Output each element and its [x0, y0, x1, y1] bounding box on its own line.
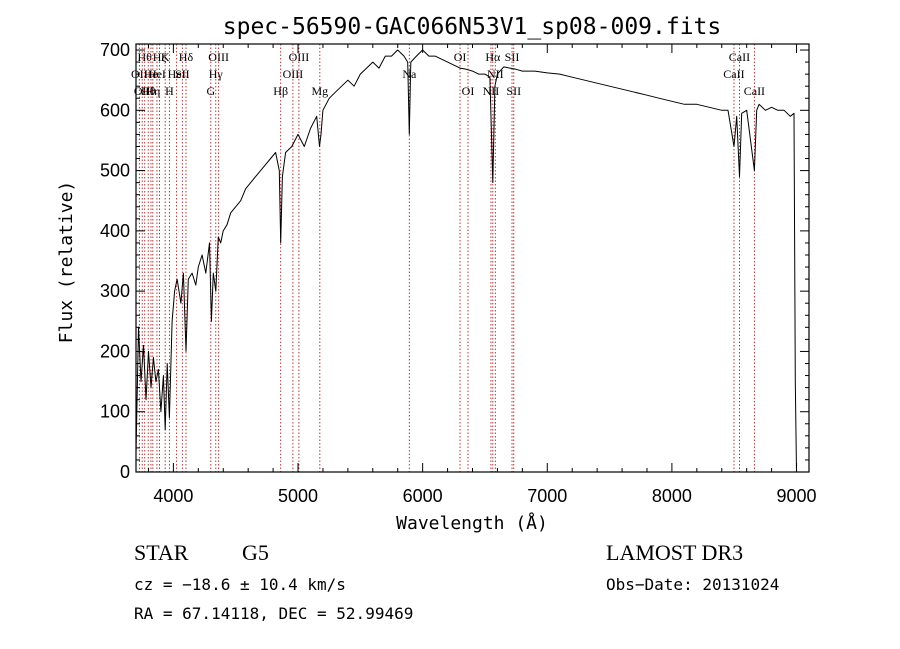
- sky-coordinates: RA = 67.14118, DEC = 52.99469: [134, 604, 414, 623]
- x-tick-label: 4000: [153, 486, 193, 506]
- x-tick-label: 7000: [527, 486, 567, 506]
- plot-frame: [135, 43, 810, 473]
- line-markers: OIIOIIHθHθHeHηHeIHζKHHeISIIHδGHγOIIIHβOI…: [131, 44, 765, 472]
- line-marker-label-21: OI: [454, 50, 467, 64]
- x-axis-label: Wavelength (Å): [396, 512, 548, 534]
- spectrum-chart: spec-56590-GAC066N53V1_sp08-009.fits OII…: [56, 14, 817, 534]
- line-marker-label-1: OII: [134, 84, 151, 98]
- survey-name: LAMOST DR3: [606, 540, 744, 565]
- y-tick-label: 100: [100, 402, 130, 422]
- line-marker-label-6: HeI: [148, 67, 166, 81]
- x-tick-label: 5000: [278, 486, 318, 506]
- line-marker-label-7: Hζ: [153, 50, 167, 64]
- line-marker-label-14: Hγ: [209, 67, 224, 81]
- chart-title: spec-56590-GAC066N53V1_sp08-009.fits: [223, 14, 722, 40]
- line-marker-label-23: NII: [483, 84, 500, 98]
- redshift-readout: cz = −18.6 ± 10.4 km/s: [134, 575, 346, 594]
- x-tick-label: 8000: [652, 486, 692, 506]
- line-marker-label-11: SII: [175, 67, 190, 81]
- line-marker-label-25: NII: [487, 67, 504, 81]
- line-marker-label-17: OIII: [283, 67, 304, 81]
- line-marker-label-29: CaII: [729, 50, 750, 64]
- y-tick-label: 400: [100, 221, 130, 241]
- object-class: STAR: [134, 540, 189, 565]
- spectrum-line: [135, 49, 797, 473]
- line-marker-label-4: He: [144, 67, 158, 81]
- observation-date: Obs−Date: 20131024: [606, 575, 780, 594]
- y-tick-label: 700: [100, 40, 130, 60]
- line-marker-label-18: OIII: [289, 50, 310, 64]
- object-subclass: G5: [242, 540, 269, 565]
- line-marker-label-5: Hη: [145, 84, 160, 98]
- x-tick-label: 6000: [403, 486, 443, 506]
- line-marker-label-22: OI: [462, 84, 475, 98]
- spectrum-trace-group: [135, 49, 797, 473]
- line-marker-label-19: Mg: [311, 84, 328, 98]
- y-axis: 0 100 200 300 400 500 600 700: [100, 40, 809, 482]
- line-marker-label-10: HeI: [168, 67, 186, 81]
- y-tick-label: 200: [100, 341, 130, 361]
- y-tick-label: 300: [100, 281, 130, 301]
- x-axis: 4000 5000 6000 7000 8000 9000: [147, 44, 817, 506]
- line-marker-label-12: Hδ: [179, 50, 194, 64]
- line-marker-label-16: Hβ: [273, 84, 288, 98]
- y-axis-label: Flux (relative): [56, 181, 77, 344]
- line-marker-label-26: SII: [505, 50, 520, 64]
- line-marker-label-13: G: [206, 84, 215, 98]
- line-marker-label-15: OIII: [208, 50, 229, 64]
- line-marker-label-3: Hθ: [141, 84, 156, 98]
- line-marker-label-2: Hθ: [138, 50, 153, 64]
- line-marker-label-20: Na: [402, 67, 417, 81]
- line-marker-label-28: CaII: [723, 67, 744, 81]
- line-marker-label-9: H: [165, 84, 174, 98]
- line-marker-label-8: K: [161, 50, 170, 64]
- y-tick-label: 500: [100, 161, 130, 181]
- line-marker-label-24: Hα: [485, 50, 501, 64]
- line-marker-label-30: CaII: [744, 84, 765, 98]
- y-tick-label: 0: [120, 462, 130, 482]
- y-tick-label: 600: [100, 100, 130, 120]
- x-tick-label: 9000: [777, 486, 817, 506]
- line-marker-label-27: SII: [506, 84, 521, 98]
